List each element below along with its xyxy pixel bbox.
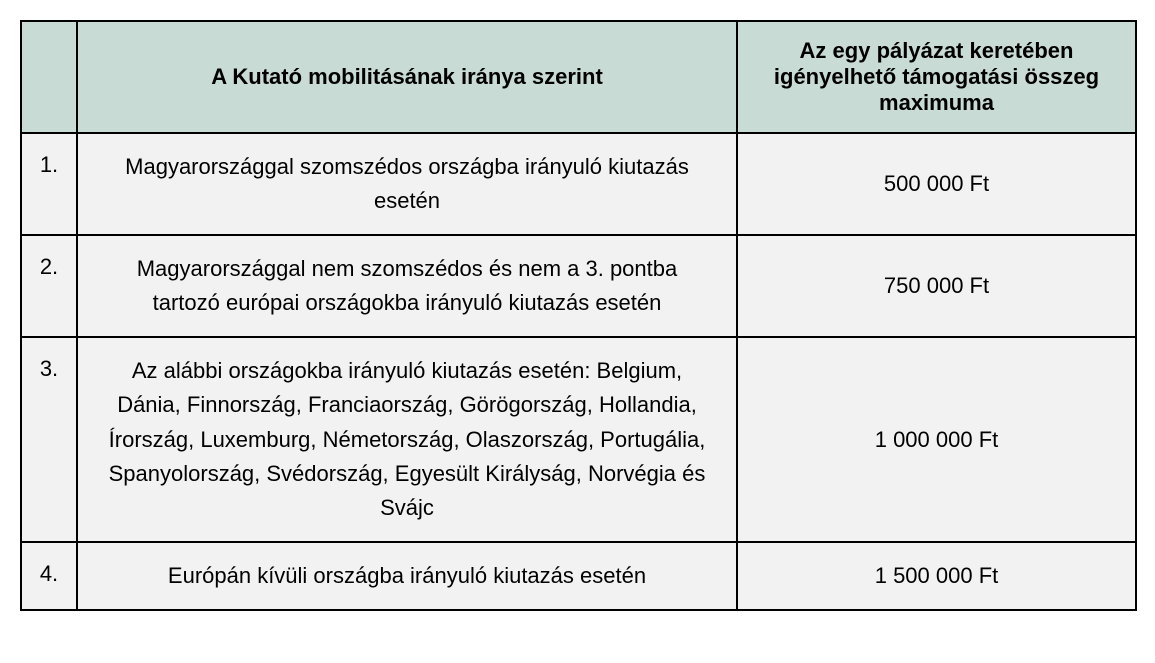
row-desc: Magyarországgal szomszédos országba irán… xyxy=(77,133,737,235)
row-amount: 1 000 000 Ft xyxy=(737,337,1136,541)
table-row: 2. Magyarországgal nem szomszédos és nem… xyxy=(21,235,1136,337)
row-num: 4. xyxy=(21,542,77,610)
table-row: 3. Az alábbi országokba irányuló kiutazá… xyxy=(21,337,1136,541)
row-amount: 750 000 Ft xyxy=(737,235,1136,337)
header-num xyxy=(21,21,77,133)
table-header-row: A Kutató mobilitásának iránya szerint Az… xyxy=(21,21,1136,133)
header-amount: Az egy pályázat keretében igényelhető tá… xyxy=(737,21,1136,133)
row-amount: 500 000 Ft xyxy=(737,133,1136,235)
mobility-funding-table: A Kutató mobilitásának iránya szerint Az… xyxy=(20,20,1137,611)
header-desc: A Kutató mobilitásának iránya szerint xyxy=(77,21,737,133)
table-row: 1. Magyarországgal szomszédos országba i… xyxy=(21,133,1136,235)
row-desc: Magyarországgal nem szomszédos és nem a … xyxy=(77,235,737,337)
row-num: 1. xyxy=(21,133,77,235)
row-num: 3. xyxy=(21,337,77,541)
row-desc: Európán kívüli országba irányuló kiutazá… xyxy=(77,542,737,610)
row-amount: 1 500 000 Ft xyxy=(737,542,1136,610)
row-num: 2. xyxy=(21,235,77,337)
row-desc: Az alábbi országokba irányuló kiutazás e… xyxy=(77,337,737,541)
table-row: 4. Európán kívüli országba irányuló kiut… xyxy=(21,542,1136,610)
